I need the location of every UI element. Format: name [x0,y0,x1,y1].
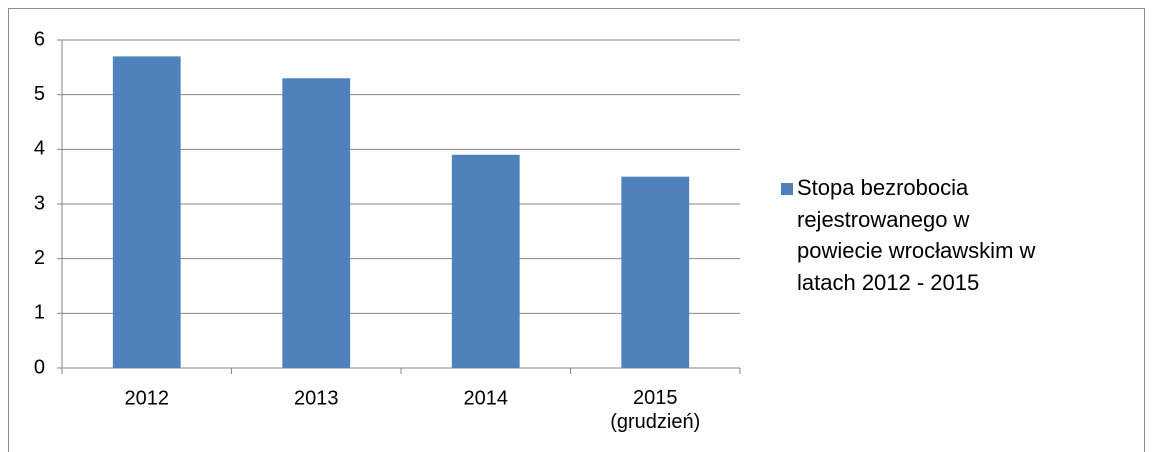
bar [451,154,520,368]
y-tick-label: 5 [34,83,45,105]
bar [112,56,181,369]
legend: Stopa bezrobocia rejestrowanego w powiec… [781,172,1037,298]
x-tick-label: 2014 [464,387,509,409]
bar [621,176,690,368]
chart-frame [8,8,1145,452]
y-tick-label: 1 [34,302,45,324]
x-tick-label: 2015 (grudzień) [610,387,700,433]
y-tick-label: 3 [34,192,45,214]
y-tick-label: 2 [34,247,45,269]
x-tick-label: 2013 [294,387,339,409]
bar [282,78,351,369]
y-tick-label: 4 [34,138,45,160]
y-tick-label: 6 [34,28,45,50]
x-tick-label: 2012 [125,387,170,409]
legend-key [781,183,793,195]
y-tick-label: 0 [34,356,45,378]
legend-label: Stopa bezrobocia rejestrowanego w powiec… [797,175,1036,295]
